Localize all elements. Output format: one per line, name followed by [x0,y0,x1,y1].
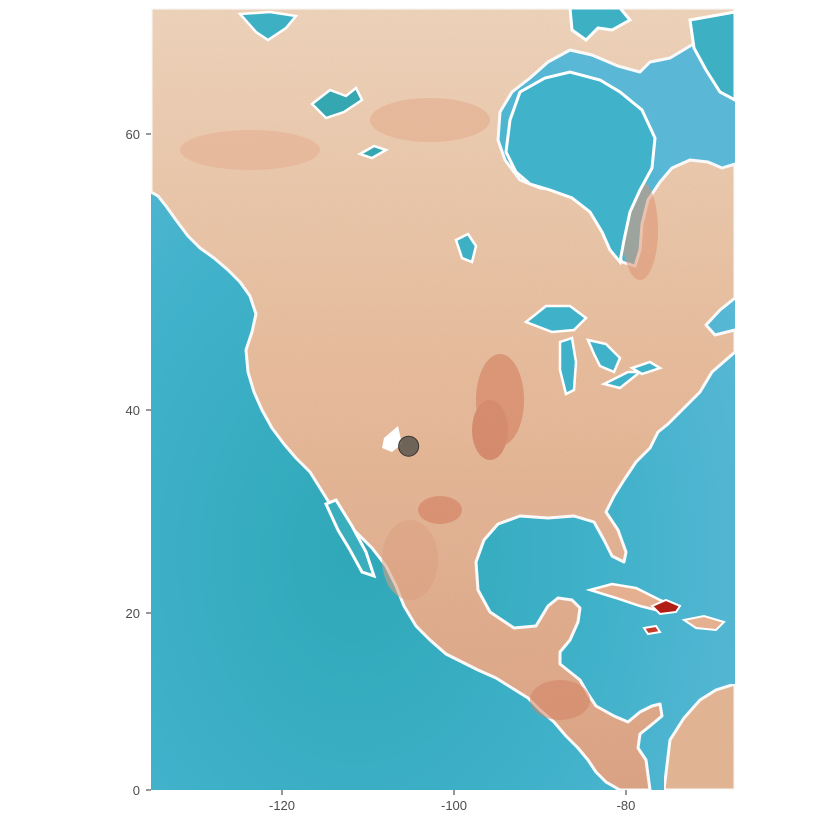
x-tick-label: -120 [269,798,295,813]
lake-huron [585,338,622,374]
hudson-bay [504,70,657,266]
y-tick-label: 60 [126,127,140,142]
hispaniola-island [650,598,682,616]
axes [146,133,627,795]
y-tick-label: 0 [133,783,140,798]
y-tick-label: 20 [126,606,140,621]
x-tick-labels: -120 -100 -80 [269,798,635,813]
x-tick-label: -100 [441,798,467,813]
puerto-rico-island [681,614,726,632]
points-layer [398,435,420,457]
y-tick-labels: 60 40 20 0 [126,127,140,798]
lake-ontario [629,360,663,376]
land-washes [180,98,658,720]
baffin-water [688,10,735,102]
arctic-strait [568,8,633,42]
north-lake [237,10,299,42]
lake-superior [523,304,588,334]
data-point [398,435,420,457]
south-america-land [662,682,735,790]
gulf-of-california [323,498,377,579]
great-lakes [523,304,663,396]
great-slave-lake [356,144,390,160]
great-bear-lake [310,86,364,120]
salt-flat [382,426,402,452]
basemap [151,8,735,790]
jamaica-island [642,624,662,636]
lake-winnipeg [454,232,478,264]
x-tick-label: -80 [617,798,636,813]
y-tick-label: 40 [126,403,140,418]
lake-michigan [558,336,578,396]
